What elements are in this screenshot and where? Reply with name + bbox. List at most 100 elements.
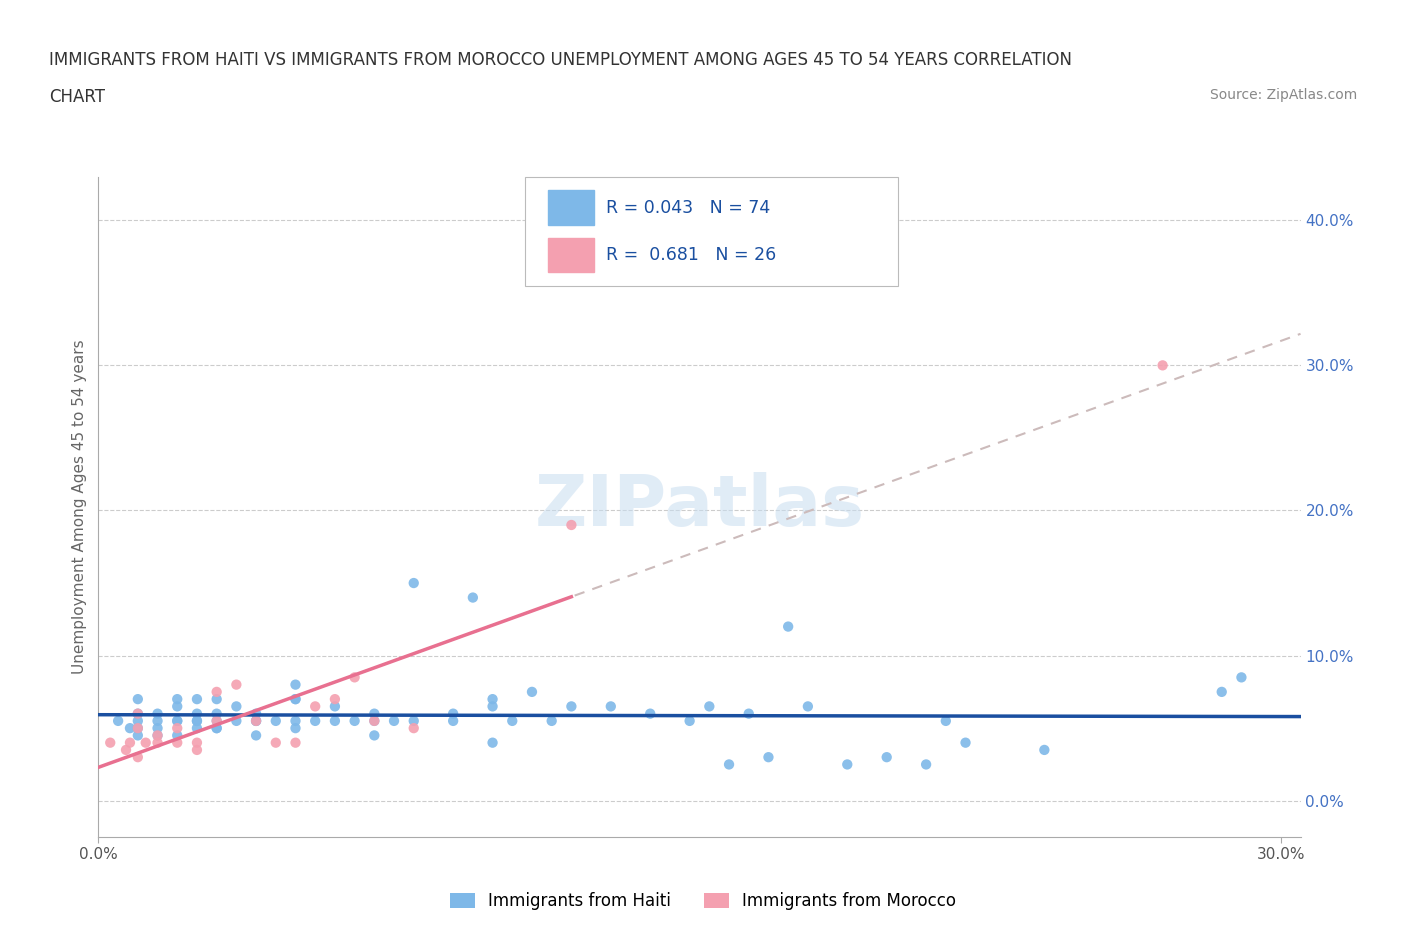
Point [402, 576, 425, 591]
Point [638, 706, 661, 721]
Point [323, 713, 346, 728]
Point [284, 692, 307, 707]
Point [955, 736, 977, 751]
Point [205, 692, 228, 707]
Point [738, 706, 761, 721]
Point [146, 713, 169, 728]
Point [186, 742, 208, 757]
Point [678, 713, 700, 728]
Point [501, 713, 523, 728]
Point [166, 692, 188, 707]
Point [115, 742, 138, 757]
Point [264, 736, 287, 751]
Point [166, 728, 188, 743]
Point [718, 757, 741, 772]
Point [146, 736, 169, 751]
Point [118, 736, 141, 751]
Point [876, 750, 898, 764]
Point [837, 757, 859, 772]
Point [323, 699, 346, 714]
Point [797, 699, 820, 714]
Point [935, 713, 957, 728]
Text: ZIPatlas: ZIPatlas [534, 472, 865, 541]
Point [205, 684, 228, 699]
Point [146, 728, 169, 743]
Point [481, 736, 503, 751]
Point [915, 757, 938, 772]
Y-axis label: Unemployment Among Ages 45 to 54 years: Unemployment Among Ages 45 to 54 years [72, 339, 87, 674]
Point [127, 706, 149, 721]
Point [284, 713, 307, 728]
Point [205, 713, 228, 728]
Point [127, 713, 149, 728]
Text: R = 0.043   N = 74: R = 0.043 N = 74 [606, 199, 770, 217]
Point [481, 692, 503, 707]
Point [758, 750, 780, 764]
Point [245, 728, 267, 743]
Point [166, 713, 188, 728]
Point [127, 692, 149, 707]
Point [599, 699, 621, 714]
Point [205, 721, 228, 736]
Point [146, 721, 169, 736]
Point [284, 692, 307, 707]
Point [186, 692, 208, 707]
Point [186, 736, 208, 751]
Point [205, 706, 228, 721]
Point [441, 706, 464, 721]
Point [1033, 742, 1056, 757]
Point [520, 684, 543, 699]
Point [225, 699, 247, 714]
Point [461, 591, 484, 605]
Point [284, 736, 307, 751]
Point [1211, 684, 1233, 699]
Point [481, 699, 503, 714]
Bar [548, 191, 593, 225]
Point [135, 736, 157, 751]
Point [245, 706, 267, 721]
Point [540, 713, 562, 728]
Point [107, 713, 129, 728]
Point [778, 619, 800, 634]
Point [304, 699, 326, 714]
Point [402, 713, 425, 728]
Point [363, 713, 385, 728]
Point [98, 736, 121, 751]
Point [225, 677, 247, 692]
Point [441, 713, 464, 728]
Point [146, 706, 169, 721]
Point [127, 721, 149, 736]
Point [186, 721, 208, 736]
Point [166, 713, 188, 728]
Point [382, 713, 405, 728]
Point [205, 713, 228, 728]
Point [402, 721, 425, 736]
Point [118, 721, 141, 736]
Point [363, 706, 385, 721]
Point [127, 706, 149, 721]
Bar [548, 237, 593, 272]
Point [127, 728, 149, 743]
Point [166, 699, 188, 714]
FancyBboxPatch shape [526, 177, 898, 286]
Point [245, 713, 267, 728]
Point [186, 713, 208, 728]
Legend: Immigrants from Haiti, Immigrants from Morocco: Immigrants from Haiti, Immigrants from M… [443, 885, 963, 917]
Point [245, 713, 267, 728]
Point [225, 713, 247, 728]
Point [127, 750, 149, 764]
Point [186, 713, 208, 728]
Text: Source: ZipAtlas.com: Source: ZipAtlas.com [1209, 88, 1357, 102]
Point [304, 713, 326, 728]
Point [186, 706, 208, 721]
Point [245, 713, 267, 728]
Point [127, 721, 149, 736]
Point [205, 721, 228, 736]
Point [363, 728, 385, 743]
Point [166, 736, 188, 751]
Point [284, 721, 307, 736]
Text: R =  0.681   N = 26: R = 0.681 N = 26 [606, 246, 776, 264]
Point [343, 713, 366, 728]
Point [146, 728, 169, 743]
Point [560, 518, 582, 533]
